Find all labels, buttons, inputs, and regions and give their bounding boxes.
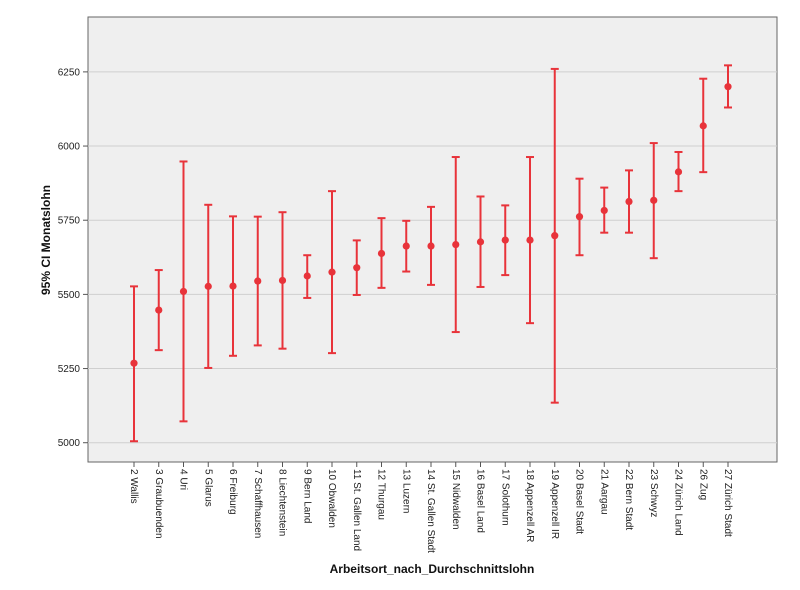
x-axis-ticks: 2 Wallis 3 Graubuenden 4 Uri 5 Glarus 6 Frei… xyxy=(128,462,733,553)
error-bar xyxy=(550,67,559,404)
mean-point xyxy=(699,122,707,130)
mean-point xyxy=(278,276,287,285)
mean-point xyxy=(575,213,584,221)
error-bar xyxy=(476,195,485,288)
error-bar xyxy=(600,186,609,234)
error-bar xyxy=(352,239,361,296)
x-tick-label: 16 Basel Land xyxy=(475,469,486,533)
error-bar xyxy=(724,64,732,109)
mean-point xyxy=(303,272,311,280)
error-bar xyxy=(526,156,534,325)
error-bar xyxy=(154,269,163,352)
mean-point xyxy=(179,287,188,296)
error-bar xyxy=(377,217,386,289)
x-tick-label: 22 Bern Stadt xyxy=(623,469,634,530)
mean-point xyxy=(377,249,386,258)
mean-point xyxy=(476,238,485,246)
mean-point xyxy=(526,236,534,244)
error-bar xyxy=(328,190,336,355)
mean-point xyxy=(452,240,460,249)
mean-point xyxy=(600,206,608,215)
x-tick-label: 26 Zug xyxy=(697,469,708,500)
x-tick-label: 4 Uri xyxy=(178,469,189,490)
mean-point xyxy=(724,83,732,91)
x-tick-label: 7 Schaffhausen xyxy=(252,469,263,538)
y-tick-label: 5750 xyxy=(58,216,81,227)
mean-point xyxy=(625,197,633,206)
x-tick-label: 3 Graubuenden xyxy=(153,469,164,539)
x-tick-label: 10 Obwalden xyxy=(326,469,337,528)
mean-point xyxy=(674,168,683,176)
error-bar xyxy=(402,219,411,273)
mean-point xyxy=(204,282,212,290)
x-tick-label: 24 Zürich Land xyxy=(673,469,684,536)
x-tick-label: 12 Thurgau xyxy=(376,469,387,520)
y-tick-label: 5250 xyxy=(58,364,81,375)
x-tick-label: 11 St. Gallen Land xyxy=(351,469,362,551)
error-bar xyxy=(229,215,237,357)
error-bar xyxy=(303,254,312,299)
error-bars xyxy=(130,64,732,443)
mean-point xyxy=(328,268,336,276)
x-tick-label: 5 Glarus xyxy=(202,469,213,507)
x-tick-label: 21 Aargau xyxy=(598,469,609,515)
x-tick-label: 23 Schwyz xyxy=(648,469,659,517)
y-tick-label: 5500 xyxy=(58,290,81,301)
error-bar xyxy=(501,204,510,277)
error-bar xyxy=(278,211,287,350)
error-bar xyxy=(699,77,708,174)
mean-point xyxy=(353,264,361,272)
mean-point xyxy=(402,242,410,250)
mean-point xyxy=(650,196,658,204)
error-bar xyxy=(625,169,633,234)
y-tick-label: 6000 xyxy=(58,142,81,153)
mean-point xyxy=(130,359,138,367)
x-tick-label: 27 Zürich Stadt xyxy=(722,469,733,537)
error-bar xyxy=(427,205,435,286)
x-tick-label: 8 Liechtenstein xyxy=(277,469,288,536)
x-tick-label: 19 Appenzell IR xyxy=(549,469,560,539)
error-bar xyxy=(130,285,138,443)
y-tick-label: 5000 xyxy=(58,438,81,449)
error-bar xyxy=(674,150,683,193)
y-axis-ticks: 5000 5250 5500 5750 6000 6250 xyxy=(58,67,88,449)
mean-point xyxy=(551,232,559,240)
x-tick-label: 14 St. Gallen Stadt xyxy=(425,469,436,553)
x-tick-label: 15 Nidwalden xyxy=(450,469,461,530)
error-bar xyxy=(204,203,213,369)
x-tick-label: 13 Luzern xyxy=(400,469,411,513)
x-tick-label: 2 Wallis xyxy=(128,469,139,504)
x-tick-label: 20 Basel Stadt xyxy=(574,469,585,534)
mean-point xyxy=(229,282,237,290)
mean-point xyxy=(501,236,509,244)
x-axis-title: Arbeitsort_nach_Durchschnittslohn xyxy=(330,562,535,576)
mean-point xyxy=(254,277,262,285)
x-tick-label: 6 Freiburg xyxy=(227,469,238,515)
error-bar xyxy=(179,160,188,423)
error-bar xyxy=(575,177,584,257)
y-axis-title: 95% CI Monatslohn xyxy=(39,185,53,295)
y-tick-label: 6250 xyxy=(58,67,81,78)
error-bar xyxy=(451,156,460,334)
x-tick-label: 9 Bern Land xyxy=(301,469,312,524)
x-tick-label: 18 Appenzell AR xyxy=(524,469,535,542)
error-bar xyxy=(253,215,262,347)
plot-area xyxy=(87,16,778,463)
gridlines xyxy=(88,71,777,444)
mean-point xyxy=(427,242,435,250)
mean-point xyxy=(155,306,163,314)
error-bar xyxy=(649,142,658,260)
x-tick-label: 17 Solothurn xyxy=(499,469,510,526)
